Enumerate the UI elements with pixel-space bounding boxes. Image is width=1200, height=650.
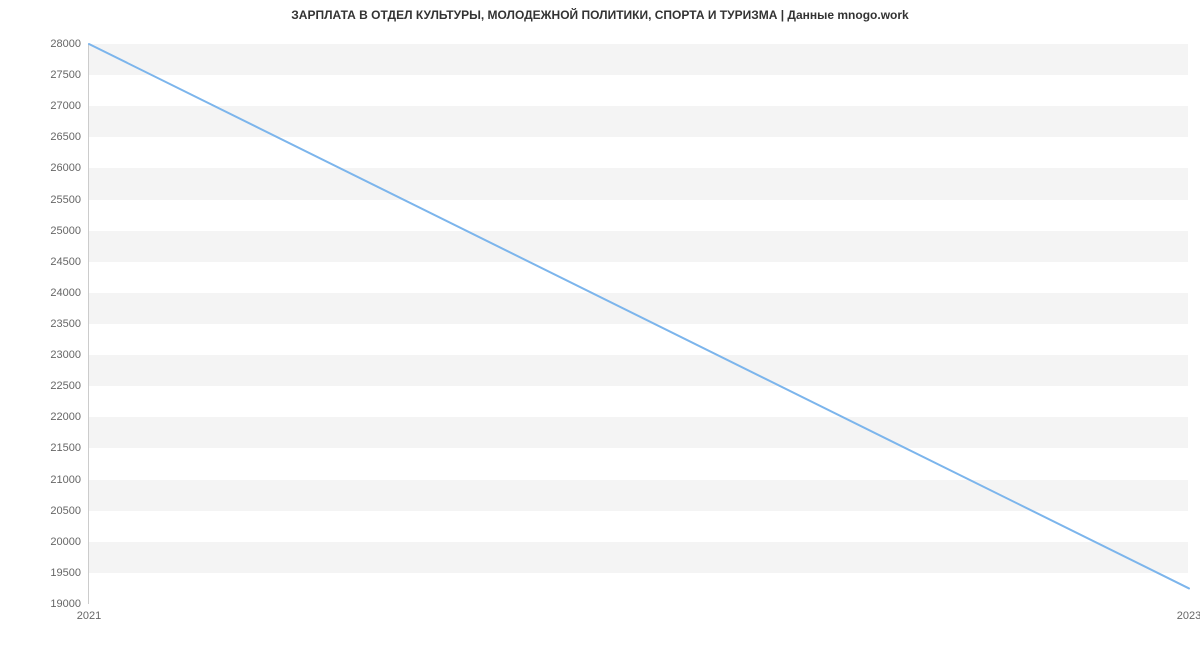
y-tick-label: 25000 <box>50 225 81 237</box>
y-tick-label: 23500 <box>50 318 81 330</box>
chart-line-layer <box>89 44 1189 604</box>
chart-title: ЗАРПЛАТА В ОТДЕЛ КУЛЬТУРЫ, МОЛОДЕЖНОЙ ПО… <box>0 8 1200 22</box>
y-tick-label: 26000 <box>50 162 81 174</box>
y-tick-label: 21000 <box>50 474 81 486</box>
y-tick-label: 20500 <box>50 505 81 517</box>
y-tick-label: 19000 <box>50 598 81 610</box>
y-tick-label: 24500 <box>50 256 81 268</box>
series-line-salary <box>89 44 1189 588</box>
y-tick-label: 23000 <box>50 349 81 361</box>
y-tick-label: 26500 <box>50 131 81 143</box>
salary-line-chart: ЗАРПЛАТА В ОТДЕЛ КУЛЬТУРЫ, МОЛОДЕЖНОЙ ПО… <box>0 0 1200 650</box>
y-tick-label: 24000 <box>50 287 81 299</box>
y-tick-label: 21500 <box>50 442 81 454</box>
y-tick-label: 19500 <box>50 567 81 579</box>
plot-area: 1900019500200002050021000215002200022500… <box>88 44 1188 604</box>
y-tick-label: 25500 <box>50 194 81 206</box>
y-tick-label: 27500 <box>50 69 81 81</box>
y-tick-label: 28000 <box>50 38 81 50</box>
y-tick-label: 20000 <box>50 536 81 548</box>
x-tick-label: 2023 <box>1177 610 1200 622</box>
y-tick-label: 22500 <box>50 380 81 392</box>
y-tick-label: 27000 <box>50 100 81 112</box>
x-tick-label: 2021 <box>77 610 101 622</box>
y-tick-label: 22000 <box>50 411 81 423</box>
